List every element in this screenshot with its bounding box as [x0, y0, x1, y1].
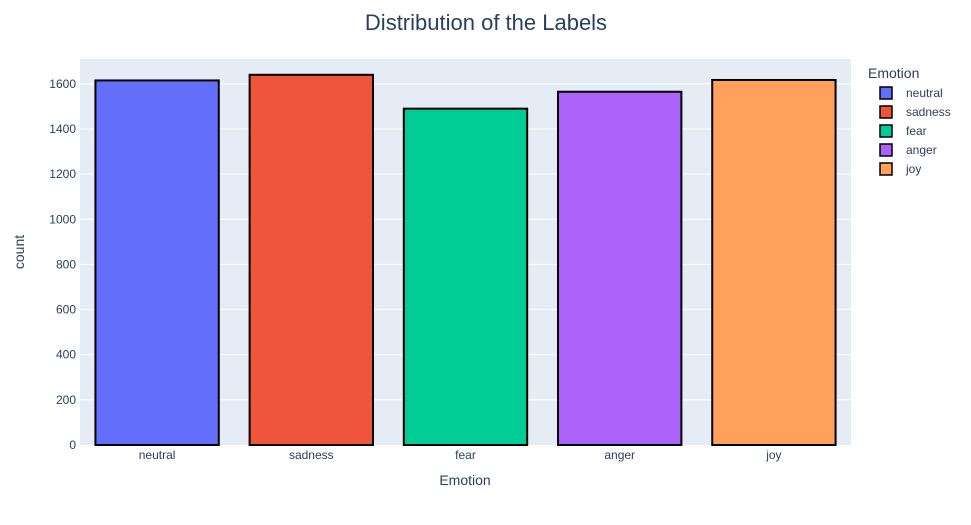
legend-swatch: [879, 162, 893, 176]
x-axis-label: Emotion: [439, 472, 490, 488]
legend-label: fear: [906, 124, 927, 138]
x-tick-label: sadness: [289, 448, 334, 462]
legend-swatch: [879, 86, 893, 100]
y-tick-label: 600: [56, 303, 76, 317]
legend-item-fear[interactable]: fear: [879, 124, 927, 138]
legend-label: sadness: [906, 105, 951, 119]
y-tick-label: 800: [56, 257, 76, 271]
legend-item-neutral[interactable]: neutral: [879, 86, 943, 100]
x-axis-ticks: neutral sadness fear anger joy: [139, 448, 782, 462]
x-tick-label: fear: [455, 448, 476, 462]
legend-label: neutral: [906, 86, 943, 100]
legend-swatch: [879, 124, 893, 138]
y-axis-label: count: [11, 235, 27, 269]
bar-anger: [557, 90, 683, 447]
y-tick-label: 200: [56, 393, 76, 407]
chart-title: Distribution of the Labels: [365, 10, 607, 35]
y-tick-label: 1600: [49, 77, 76, 91]
y-tick-label: 1400: [49, 122, 76, 136]
x-tick-label: joy: [765, 448, 781, 462]
bar-joy: [711, 78, 837, 446]
x-tick-label: anger: [604, 448, 635, 462]
legend-item-joy[interactable]: joy: [879, 162, 921, 176]
y-axis-ticks: 0 200 400 600 800 1000 1200 1400 1600: [49, 77, 76, 452]
legend-label: anger: [906, 143, 937, 157]
legend-swatch: [879, 105, 893, 119]
legend: Emotion neutral sadness fear anger joy: [868, 65, 951, 176]
bar-sadness: [248, 73, 374, 446]
y-tick-label: 0: [69, 438, 76, 452]
legend-item-anger[interactable]: anger: [879, 143, 937, 157]
x-tick-label: neutral: [139, 448, 176, 462]
legend-label: joy: [905, 162, 921, 176]
bar-neutral: [94, 79, 220, 446]
legend-item-sadness[interactable]: sadness: [879, 105, 951, 119]
bar-fear: [402, 107, 529, 446]
legend-title: Emotion: [868, 65, 919, 81]
y-tick-label: 400: [56, 348, 76, 362]
bars: [94, 73, 837, 447]
legend-swatch: [879, 143, 893, 157]
y-tick-label: 1000: [49, 212, 76, 226]
y-tick-label: 1200: [49, 167, 76, 181]
